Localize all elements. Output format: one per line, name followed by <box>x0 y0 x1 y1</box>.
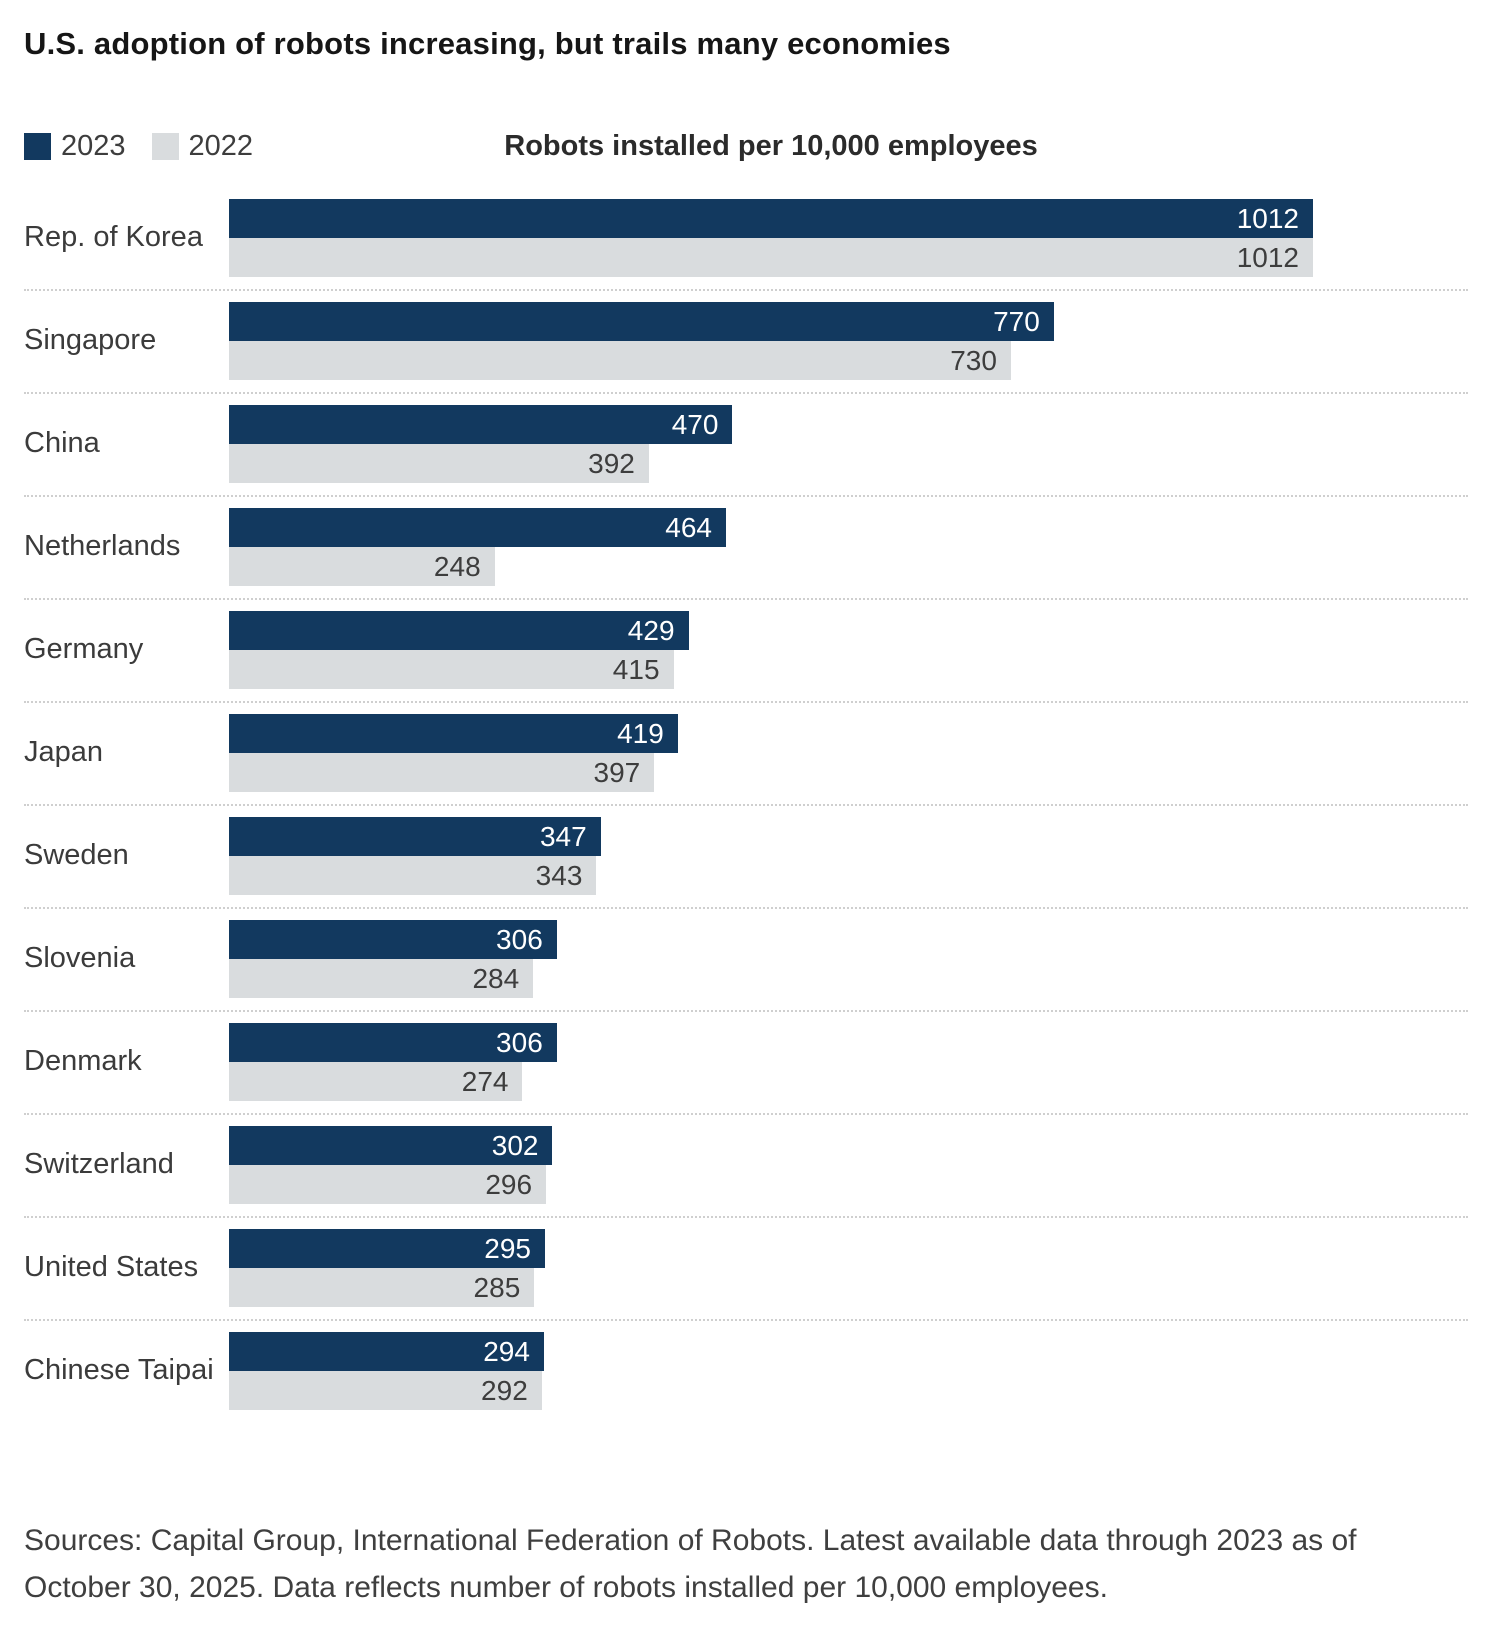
bar-group: 294 292 <box>229 1332 1313 1410</box>
legend-item-2022: 2022 <box>151 129 254 163</box>
bar-group: 429 415 <box>229 611 1313 689</box>
bar-2023: 347 <box>229 817 601 856</box>
bar-group: 347 343 <box>229 817 1313 895</box>
bar-2023: 294 <box>229 1332 544 1371</box>
chart-row: Chinese Taipai 294 292 <box>24 1321 1468 1422</box>
legend: 2023 2022 <box>24 130 253 163</box>
bar-2022: 274 <box>229 1062 523 1101</box>
bar-value-2022: 397 <box>593 756 641 788</box>
bar-value-2022: 274 <box>461 1065 509 1097</box>
chart-row: Switzerland 302 296 <box>24 1115 1468 1218</box>
bar-2022: 392 <box>229 444 649 483</box>
bar-value-2022: 284 <box>472 962 520 994</box>
bar-2023: 295 <box>229 1229 545 1268</box>
category-label: Switzerland <box>24 1148 174 1181</box>
bar-value-2023: 1012 <box>1236 202 1299 234</box>
bar-value-2022: 415 <box>612 653 660 685</box>
bar-2022: 343 <box>229 856 597 895</box>
bar-group: 306 284 <box>229 920 1313 998</box>
chart-row: Netherlands 464 248 <box>24 497 1468 600</box>
chart-row: China 470 392 <box>24 394 1468 497</box>
bar-group: 1012 1012 <box>229 199 1313 277</box>
bar-2023: 464 <box>229 508 726 547</box>
legend-swatch-2023-icon <box>24 132 51 160</box>
bar-2022: 285 <box>229 1268 535 1307</box>
bar-value-2023: 770 <box>993 305 1040 337</box>
bar-2022: 415 <box>229 650 674 689</box>
bar-value-2022: 1012 <box>1236 241 1299 273</box>
bar-group: 770 730 <box>229 302 1313 380</box>
category-label: Germany <box>24 633 144 666</box>
bar-2023: 470 <box>229 405 733 444</box>
bar-value-2023: 419 <box>617 717 664 749</box>
bar-value-2022: 392 <box>588 447 635 479</box>
chart-row: Rep. of Korea 1012 1012 <box>24 188 1468 291</box>
category-label: China <box>24 427 100 460</box>
bar-2022: 248 <box>229 547 495 586</box>
axis-header: Robots installed per 10,000 employees <box>504 129 1038 162</box>
bar-chart: Rep. of Korea 1012 1012 Singapore 770 730 Chin… <box>24 188 1468 1422</box>
bar-value-2022: 730 <box>950 344 997 376</box>
legend-item-2023: 2023 <box>24 130 126 163</box>
legend-row: 2023 2022 Robots installed per 10,000 em… <box>24 126 1468 166</box>
bar-value-2022: 292 <box>481 1374 528 1406</box>
bar-2023: 1012 <box>229 199 1313 238</box>
bar-value-2022: 343 <box>535 859 583 891</box>
chart-row: United States 295 285 <box>24 1218 1468 1321</box>
bar-value-2023: 347 <box>539 820 587 852</box>
chart-row: Slovenia 306 284 <box>24 909 1468 1012</box>
bar-value-2023: 295 <box>484 1232 531 1264</box>
category-label: Sweden <box>24 839 129 872</box>
bar-group: 464 248 <box>229 508 1313 586</box>
category-label: Rep. of Korea <box>24 221 203 254</box>
bar-2023: 770 <box>229 302 1054 341</box>
bar-value-2023: 429 <box>627 614 675 646</box>
bar-2023: 302 <box>229 1126 553 1165</box>
bar-2023: 419 <box>229 714 678 753</box>
bar-2022: 296 <box>229 1165 547 1204</box>
chart-row: Sweden 347 343 <box>24 806 1468 909</box>
bar-value-2023: 306 <box>496 1026 543 1058</box>
legend-swatch-2022-icon <box>151 132 179 160</box>
category-label: Singapore <box>24 324 157 357</box>
bar-value-2023: 470 <box>671 408 719 440</box>
legend-label-2022: 2022 <box>188 129 254 162</box>
legend-label-2023: 2023 <box>61 129 126 162</box>
bar-value-2022: 296 <box>485 1168 533 1200</box>
chart-title: U.S. adoption of robots increasing, but … <box>24 26 951 61</box>
chart-row: Denmark 306 274 <box>24 1012 1468 1115</box>
category-label: Chinese Taipai <box>24 1354 214 1387</box>
bar-2022: 292 <box>229 1371 542 1410</box>
bar-group: 302 296 <box>229 1126 1313 1204</box>
chart-row: Japan 419 397 <box>24 703 1468 806</box>
bar-2023: 429 <box>229 611 689 650</box>
bar-2022: 730 <box>229 341 1011 380</box>
bar-value-2023: 306 <box>496 923 543 955</box>
bar-group: 306 274 <box>229 1023 1313 1101</box>
category-label: Denmark <box>24 1045 142 1078</box>
chart-row: Germany 429 415 <box>24 600 1468 703</box>
bar-value-2023: 464 <box>665 511 712 543</box>
source-note: Sources: Capital Group, International Fe… <box>24 1524 1357 1604</box>
bar-value-2023: 302 <box>491 1129 539 1161</box>
bar-2023: 306 <box>229 1023 557 1062</box>
bar-2023: 306 <box>229 920 557 959</box>
bar-2022: 284 <box>229 959 534 998</box>
bar-value-2022: 285 <box>473 1271 521 1303</box>
category-label: Japan <box>24 736 104 769</box>
category-label: Netherlands <box>24 530 181 563</box>
bar-group: 295 285 <box>229 1229 1313 1307</box>
bar-group: 470 392 <box>229 405 1313 483</box>
bar-2022: 397 <box>229 753 655 792</box>
bar-2022: 1012 <box>229 238 1313 277</box>
category-label: Slovenia <box>24 942 136 975</box>
bar-value-2022: 248 <box>433 550 481 582</box>
category-label: United States <box>24 1251 199 1284</box>
bar-value-2023: 294 <box>483 1335 530 1367</box>
bar-group: 419 397 <box>229 714 1313 792</box>
chart-row: Singapore 770 730 <box>24 291 1468 394</box>
